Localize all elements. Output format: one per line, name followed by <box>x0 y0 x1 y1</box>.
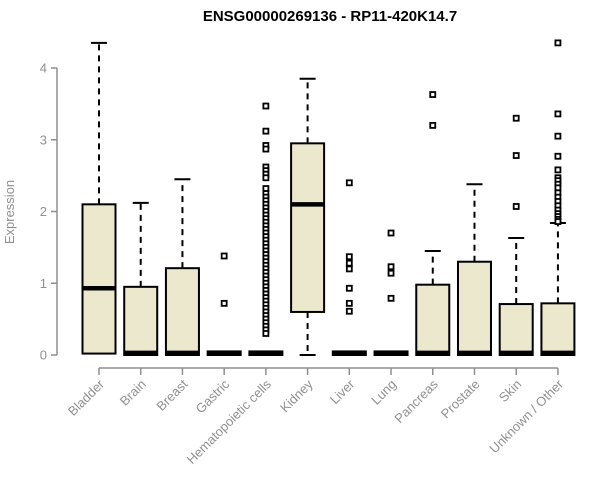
boxplot-breast <box>164 178 200 356</box>
x-category-label: Kidney <box>277 376 316 415</box>
outlier-point <box>554 132 562 140</box>
outlier-point <box>345 299 353 307</box>
outlier-point <box>345 179 353 187</box>
boxplot-unknown-other <box>540 39 576 356</box>
outlier-point <box>387 263 395 271</box>
boxplot-prostate <box>456 183 492 357</box>
x-category-label: Unknown / Other <box>486 376 566 456</box>
outlier-point <box>387 269 395 277</box>
box <box>81 203 117 355</box>
y-tick-label: 3 <box>40 132 47 147</box>
outlier-point <box>429 91 437 98</box>
y-tick-label: 0 <box>40 348 47 363</box>
boxplot-lung <box>373 229 409 357</box>
box <box>540 302 576 356</box>
x-category-label: Liver <box>327 376 358 407</box>
x-category-label: Prostate <box>438 377 483 422</box>
x-category-label: Bladder <box>65 376 108 419</box>
y-axis-title: Expression <box>2 180 17 244</box>
outlier-point <box>262 174 270 182</box>
box <box>164 267 200 356</box>
boxplot-pancreas <box>415 91 451 356</box>
x-category-label: Brain <box>117 377 149 409</box>
chart-title: ENSG00000269136 - RP11-420K14.7 <box>203 8 457 25</box>
x-category-label: Skin <box>496 377 524 405</box>
outlier-point <box>262 127 270 135</box>
outlier-point <box>554 166 562 174</box>
boxplot-liver <box>331 179 367 357</box>
outlier-point <box>345 307 353 315</box>
outlier-point <box>220 299 228 307</box>
outlier-point <box>387 294 395 302</box>
boxplot-skin <box>498 114 534 356</box>
boxplot-brain <box>123 201 159 356</box>
y-tick-label: 4 <box>40 61 47 76</box>
outlier-point <box>345 259 353 267</box>
outlier-point <box>554 152 562 160</box>
box <box>415 283 451 356</box>
x-category-label: Lung <box>368 377 399 408</box>
box <box>123 285 159 356</box>
boxplot-kidney <box>290 77 326 356</box>
box <box>498 303 534 356</box>
x-category-label: Gastric <box>193 376 233 416</box>
outlier-point <box>512 114 520 122</box>
y-tick-label: 1 <box>40 276 47 291</box>
boxplot-hematopoietic-cells <box>248 102 284 357</box>
boxplot-gastric <box>206 252 242 357</box>
boxplot-bladder <box>81 41 117 355</box>
box <box>456 260 492 357</box>
outlier-point <box>387 229 395 237</box>
outlier-point <box>554 218 562 225</box>
outlier-point <box>429 122 437 129</box>
outlier-point <box>220 252 228 260</box>
outlier-point <box>262 330 270 337</box>
outlier-point <box>512 203 520 210</box>
x-category-label: Breast <box>153 376 190 413</box>
outlier-point <box>345 284 353 292</box>
outlier-point <box>262 102 270 110</box>
outlier-point <box>345 253 353 261</box>
outlier-point <box>554 110 562 118</box>
x-category-label: Pancreas <box>391 376 441 426</box>
y-axis: 0 1 2 3 4 <box>40 61 58 363</box>
outlier-point <box>512 152 520 159</box>
outlier-point <box>554 39 562 47</box>
outlier-point <box>262 145 270 153</box>
y-tick-label: 2 <box>40 204 47 219</box>
box <box>290 142 326 313</box>
outlier-point <box>345 265 353 273</box>
